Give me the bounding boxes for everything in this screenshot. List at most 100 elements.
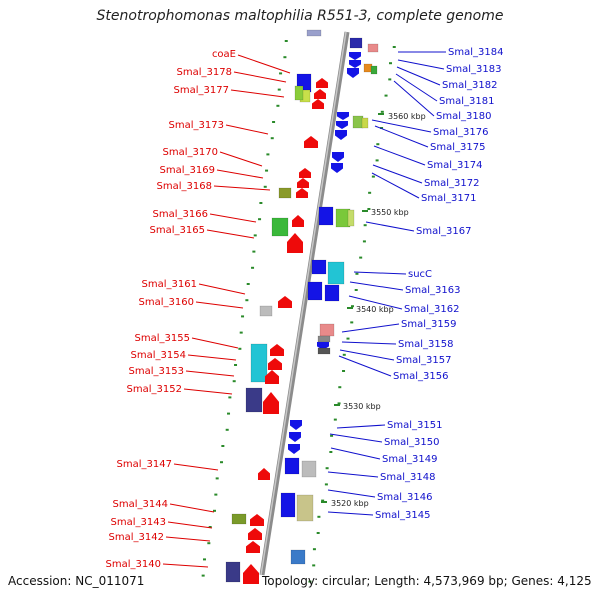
tick-mark [225,428,229,431]
gene-label[interactable]: Smal_3146 [377,492,432,503]
scale-labels: 3560 kbp 3550 kbp 3540 kbp 3530 kbp 3520… [331,112,426,508]
gene-label[interactable]: Smal_3168 [157,181,212,192]
gene-label[interactable]: Smal_3173 [169,120,224,131]
gene-box [317,347,331,355]
gene-label[interactable]: Smal_3140 [106,559,161,570]
gene-label[interactable]: Smal_3145 [375,510,430,521]
gene-label[interactable]: coaE [212,49,236,60]
leader-line [327,471,379,478]
gene-label[interactable]: Smal_3169 [160,165,215,176]
gene-label[interactable]: Smal_3181 [439,96,494,107]
scale-label: 3520 kbp [331,499,369,508]
gene-box [301,460,317,478]
gene-label[interactable]: Smal_3157 [396,355,451,366]
gene-label[interactable]: sucC [408,269,432,280]
gene-box [250,343,268,383]
gene-label[interactable]: Smal_3176 [433,127,488,138]
tick-mark [253,234,257,237]
gene-box [327,261,345,285]
backbone [259,31,350,576]
leader-line [162,563,209,568]
gene-label[interactable]: Smal_3184 [448,47,503,58]
scale-label: 3540 kbp [356,305,394,314]
gene-label[interactable]: Smal_3183 [446,64,501,75]
leader-line [167,521,213,529]
gene-box [307,281,323,301]
gene-label[interactable]: Smal_3171 [421,193,476,204]
gene-label[interactable]: Smal_3178 [177,67,232,78]
gene-label[interactable]: Smal_3147 [117,459,172,470]
scale-label: 3560 kbp [388,112,426,121]
gene-label[interactable]: Smal_3172 [424,178,479,189]
tick-mark [330,434,334,437]
leader-line [198,283,246,295]
tick-mark [246,283,250,285]
gene-label[interactable]: Smal_3150 [384,437,439,448]
gene-arrow-down [336,121,348,129]
gene-label[interactable]: Smal_3177 [174,85,229,96]
tick-mark [259,202,263,204]
leader-line [185,370,235,377]
leader-line [165,536,211,542]
leader-lines [162,51,446,568]
gene-box [352,115,364,129]
gene-label[interactable]: Smal_3149 [382,454,437,465]
gene-label[interactable]: Smal_3144 [113,499,168,510]
gene-label[interactable]: Smal_3182 [442,80,497,91]
gene-arrow-up [243,564,259,584]
leader-line [219,151,263,167]
tick-mark [317,515,321,518]
gene-label[interactable]: Smal_3151 [387,420,442,431]
leader-line [348,295,403,310]
leader-line [183,388,233,395]
tick-mark [227,412,231,415]
tick-mark [338,386,342,389]
gene-arrow-down [349,52,361,60]
leader-line [330,447,381,460]
tick-mark [346,337,350,340]
leader-line [396,66,441,86]
gene-arrow-up [265,370,279,384]
leader-line [187,354,237,361]
tick-mark [350,321,354,324]
gene-label[interactable]: Smal_3163 [405,285,460,296]
gene-box [318,206,334,226]
tick-mark [380,127,384,129]
scale-tick [362,210,368,212]
gene-label[interactable]: Smal_3153 [129,366,184,377]
leader-line [329,433,383,443]
gene-label[interactable]: Smal_3170 [163,147,218,158]
gene-label[interactable]: Smal_3162 [404,304,459,315]
gene-label[interactable]: Smal_3180 [436,111,491,122]
gene-label[interactable]: Smal_3165 [150,225,205,236]
summary-text: Topology: circular; Length: 4,573,969 bp… [262,574,592,588]
gene-label[interactable]: Smal_3166 [153,209,208,220]
gene-label[interactable]: Smal_3143 [111,517,166,528]
gene-label[interactable]: Smal_3155 [135,333,190,344]
gene-label[interactable]: Smal_3148 [380,472,435,483]
gene-label[interactable]: Smal_3167 [416,226,471,237]
gene-label[interactable]: Smal_3159 [401,319,456,330]
gene-box [278,187,292,199]
gene-box [311,259,327,275]
gene-label[interactable]: Smal_3160 [139,297,194,308]
gene-label[interactable]: Smal_3175 [430,142,485,153]
gene-label[interactable]: Smal_3142 [109,532,164,543]
tick-mark [371,175,375,178]
gene-label[interactable]: Smal_3156 [393,371,448,382]
gene-label[interactable]: Smal_3154 [131,350,186,361]
leader-line [393,80,435,117]
tick-mark [245,299,249,302]
gene-label[interactable]: Smal_3161 [142,279,197,290]
tick-mark [337,402,341,405]
leader-line [338,355,392,377]
tick-mark [265,169,269,172]
gene-label[interactable]: Smal_3158 [398,339,453,350]
gene-box [280,492,296,518]
tick-mark [228,396,232,399]
gene-arrow-down [335,130,347,140]
gene-label[interactable]: Smal_3174 [427,160,482,171]
tick-mark [392,46,396,48]
gene-label[interactable]: Smal_3152 [127,384,182,395]
